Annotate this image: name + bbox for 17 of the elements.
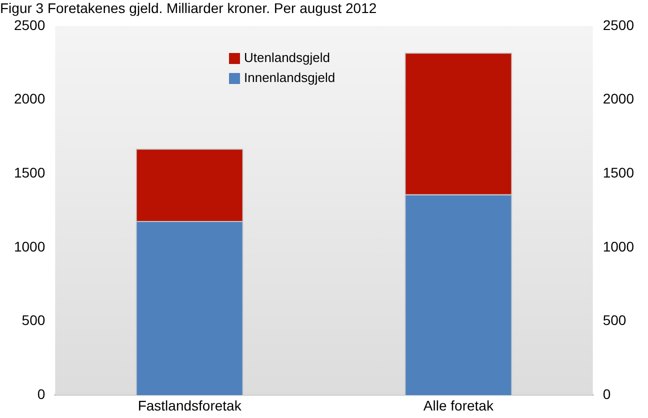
y-tick-label: 1500 [14, 164, 46, 181]
y2-tick-label: 1000 [602, 238, 634, 254]
y2-tick-label: 0 [602, 386, 611, 402]
y2-tick-label: 2500 [602, 16, 634, 33]
y-tick-label: 2000 [14, 90, 46, 107]
y-tick-label: 2500 [14, 16, 46, 33]
y2-tick-label: 2000 [602, 90, 634, 107]
x-tick-label: Fastlandsforetak [138, 397, 242, 414]
chart-title: Figur 3 Foretakenes gjeld. Milliarder kroner. Per august 2012 [0, 0, 377, 16]
y2-tick-label: 500 [602, 312, 626, 328]
y-tick-label: 1000 [14, 238, 46, 254]
x-tick-label: Alle foretak [423, 397, 494, 414]
legend-label: Utenlandsgjeld [244, 49, 330, 67]
y2-tick-label: 1500 [602, 164, 634, 181]
y-tick-label: 0 [37, 386, 46, 402]
legend-label: Innenlandsgjeld [244, 69, 336, 87]
y-tick-label: 500 [22, 312, 46, 328]
